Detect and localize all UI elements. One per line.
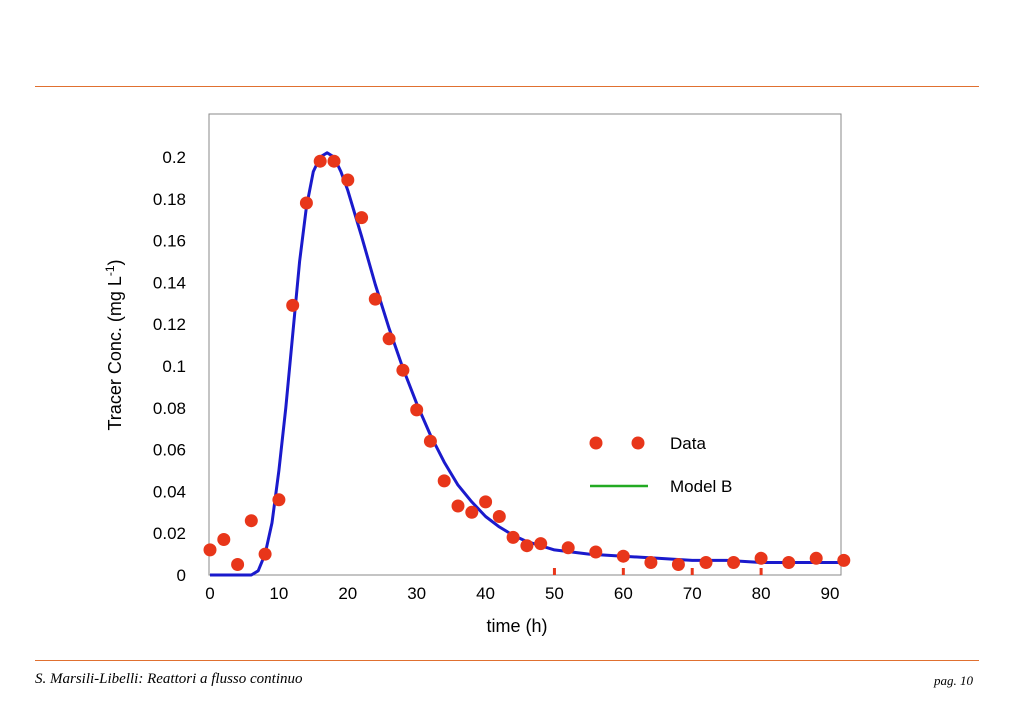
data-point <box>341 173 355 187</box>
data-point <box>837 553 851 567</box>
y-axis-title: Tracer Conc. (mg L-1) <box>103 259 125 430</box>
data-point <box>382 332 396 346</box>
data-point <box>671 558 685 571</box>
data-point <box>644 556 658 569</box>
data-point <box>423 434 437 448</box>
data-point <box>492 510 506 523</box>
data-point <box>534 537 548 551</box>
data-point <box>299 196 313 210</box>
x-tick-label: 30 <box>407 584 426 603</box>
data-point <box>451 499 465 513</box>
y-tick-label: 0 <box>177 566 186 585</box>
x-tick-label: 60 <box>614 584 633 603</box>
y-tick-label: 0.14 <box>153 273 186 292</box>
model-b-line <box>210 151 844 577</box>
y-tick-label: 0.18 <box>153 190 186 209</box>
y-tick-label: 0.1 <box>162 357 186 376</box>
data-point <box>203 543 217 557</box>
footer-page-number: pag. 10 <box>934 673 973 688</box>
data-point <box>258 547 272 561</box>
data-point <box>272 493 286 507</box>
data-point <box>589 545 603 559</box>
data-point <box>313 154 327 168</box>
data-point <box>506 530 520 544</box>
y-tick-label: 0.2 <box>162 148 186 167</box>
data-point <box>286 298 300 312</box>
x-tick-label: 20 <box>338 584 357 603</box>
data-point <box>520 539 534 553</box>
x-tick-label: 70 <box>683 584 702 603</box>
y-tick-label: 0.04 <box>153 482 186 501</box>
data-point <box>437 474 451 488</box>
x-tick-label: 90 <box>821 584 840 603</box>
footer-author-title: S. Marsili-Libelli: Reattori a flusso co… <box>35 671 303 687</box>
x-tick-label: 50 <box>545 584 564 603</box>
tracer-chart: 00.020.040.060.080.10.120.140.160.180.2 … <box>103 113 851 636</box>
x-tick-label: 10 <box>269 584 288 603</box>
data-point <box>244 514 258 528</box>
x-axis-title: time (h) <box>486 616 547 636</box>
bottom-rule <box>35 660 979 661</box>
top-rule <box>35 86 979 87</box>
y-tick-label: 0.06 <box>153 441 186 460</box>
y-axis: 0 0.02 0.04 0.06 0.08 0.1 0.12 0.14 0.16 0.18 0.2 <box>153 148 186 585</box>
x-tick-label: 80 <box>752 584 771 603</box>
data-point <box>355 211 369 225</box>
x-tick-label: 0 <box>205 584 214 603</box>
data-point <box>368 292 382 306</box>
data-point <box>231 558 245 571</box>
data-point <box>410 403 424 417</box>
model-layer <box>210 151 844 577</box>
legend: Data Model B <box>589 434 732 496</box>
y-tick-label: 0.12 <box>153 315 186 334</box>
data-point <box>465 505 479 519</box>
x-axis: 0 10 20 30 40 50 60 70 80 90 <box>205 568 839 603</box>
data-point <box>809 551 823 565</box>
data-point <box>396 363 410 377</box>
data-point <box>616 549 630 563</box>
legend-data-label: Data <box>670 434 706 453</box>
legend-data-marker <box>631 436 645 450</box>
data-point <box>699 556 713 569</box>
y-tick-label: 0.16 <box>153 232 186 251</box>
data-layer <box>203 154 851 571</box>
data-point <box>217 533 231 546</box>
data-point <box>561 541 575 555</box>
legend-data-marker <box>589 436 603 450</box>
x-tick-label: 40 <box>476 584 495 603</box>
data-point <box>782 556 796 569</box>
data-point <box>327 154 341 168</box>
y-tick-label: 0.02 <box>153 524 186 543</box>
data-point <box>754 551 768 565</box>
data-point <box>727 556 741 569</box>
plot-frame <box>208 113 842 576</box>
y-tick-label: 0.08 <box>153 399 186 418</box>
legend-model-label: Model B <box>670 477 732 496</box>
data-point <box>479 495 493 509</box>
